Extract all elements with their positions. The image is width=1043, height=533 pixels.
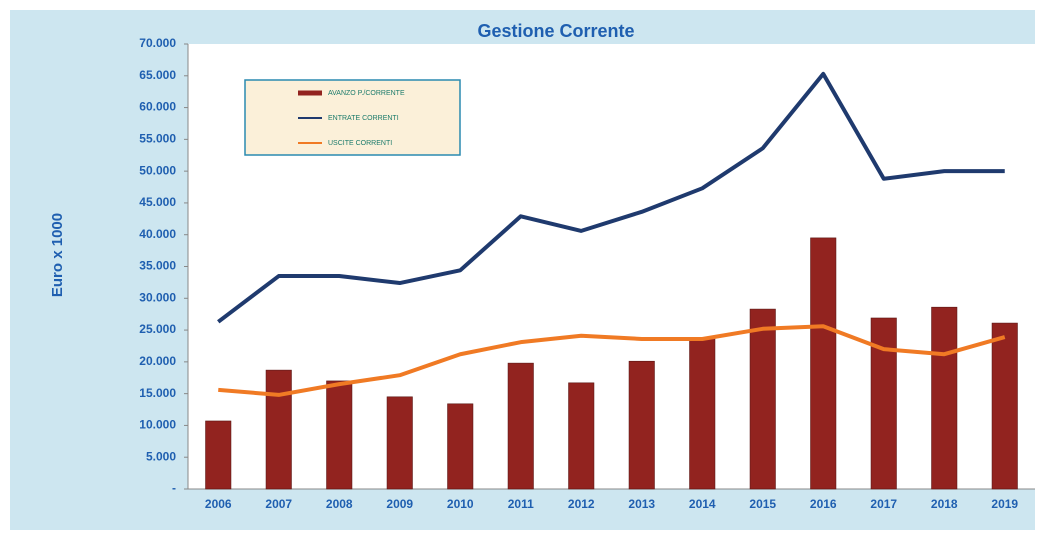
y-tick-label: 45.000 [139, 195, 176, 209]
y-tick-label: 10.000 [139, 418, 176, 432]
x-tick-label: 2018 [931, 497, 958, 511]
bar [507, 362, 534, 490]
x-tick-label: 2007 [265, 497, 292, 511]
line [217, 71, 1005, 324]
y-tick-label: 60.000 [139, 100, 176, 114]
x-tick-label: 2015 [749, 497, 776, 511]
chart-title: Gestione Corrente [477, 21, 634, 41]
y-tick-label: 35.000 [139, 259, 176, 273]
y-tick-label: 30.000 [139, 290, 176, 304]
bar [386, 396, 413, 490]
bar [991, 322, 1018, 490]
y-axis-label: Euro x 1000 [49, 213, 66, 297]
y-tick-label: 20.000 [139, 354, 176, 368]
x-tick-label: 2008 [326, 497, 353, 511]
y-tick-label: - [172, 481, 176, 495]
x-tick-label: 2013 [628, 497, 655, 511]
y-tick-label: 65.000 [139, 68, 176, 82]
y-tick-label: 55.000 [139, 132, 176, 146]
x-tick-label: 2017 [870, 497, 897, 511]
bar [568, 382, 595, 490]
y-tick-label: 25.000 [139, 322, 176, 336]
x-tick-label: 2009 [386, 497, 413, 511]
bar [689, 337, 716, 490]
x-tick-label: 2006 [205, 497, 232, 511]
bar [749, 308, 776, 490]
bar [265, 369, 292, 490]
y-tick-label: 5.000 [146, 449, 176, 463]
x-tick-label: 2014 [689, 497, 716, 511]
x-tick-label: 2019 [991, 497, 1018, 511]
y-tick-label: 15.000 [139, 386, 176, 400]
bar [326, 380, 353, 490]
bar [810, 237, 837, 490]
x-tick-label: 2016 [810, 497, 837, 511]
bar [628, 360, 655, 490]
legend-label: USCITE CORRENTI [328, 140, 392, 147]
bar [205, 420, 232, 490]
legend-label: ENTRATE CORRENTI [328, 115, 399, 122]
bar [447, 403, 474, 490]
bar [931, 306, 958, 490]
y-tick-label: 40.000 [139, 227, 176, 241]
x-tick-label: 2010 [447, 497, 474, 511]
x-tick-label: 2012 [568, 497, 595, 511]
legend-box [244, 79, 461, 156]
y-tick-label: 50.000 [139, 163, 176, 177]
x-tick-label: 2011 [508, 497, 534, 511]
y-tick-label: 70.000 [139, 36, 176, 50]
line [218, 324, 1006, 397]
legend-label: AVANZO P./CORRENTE [328, 90, 405, 97]
